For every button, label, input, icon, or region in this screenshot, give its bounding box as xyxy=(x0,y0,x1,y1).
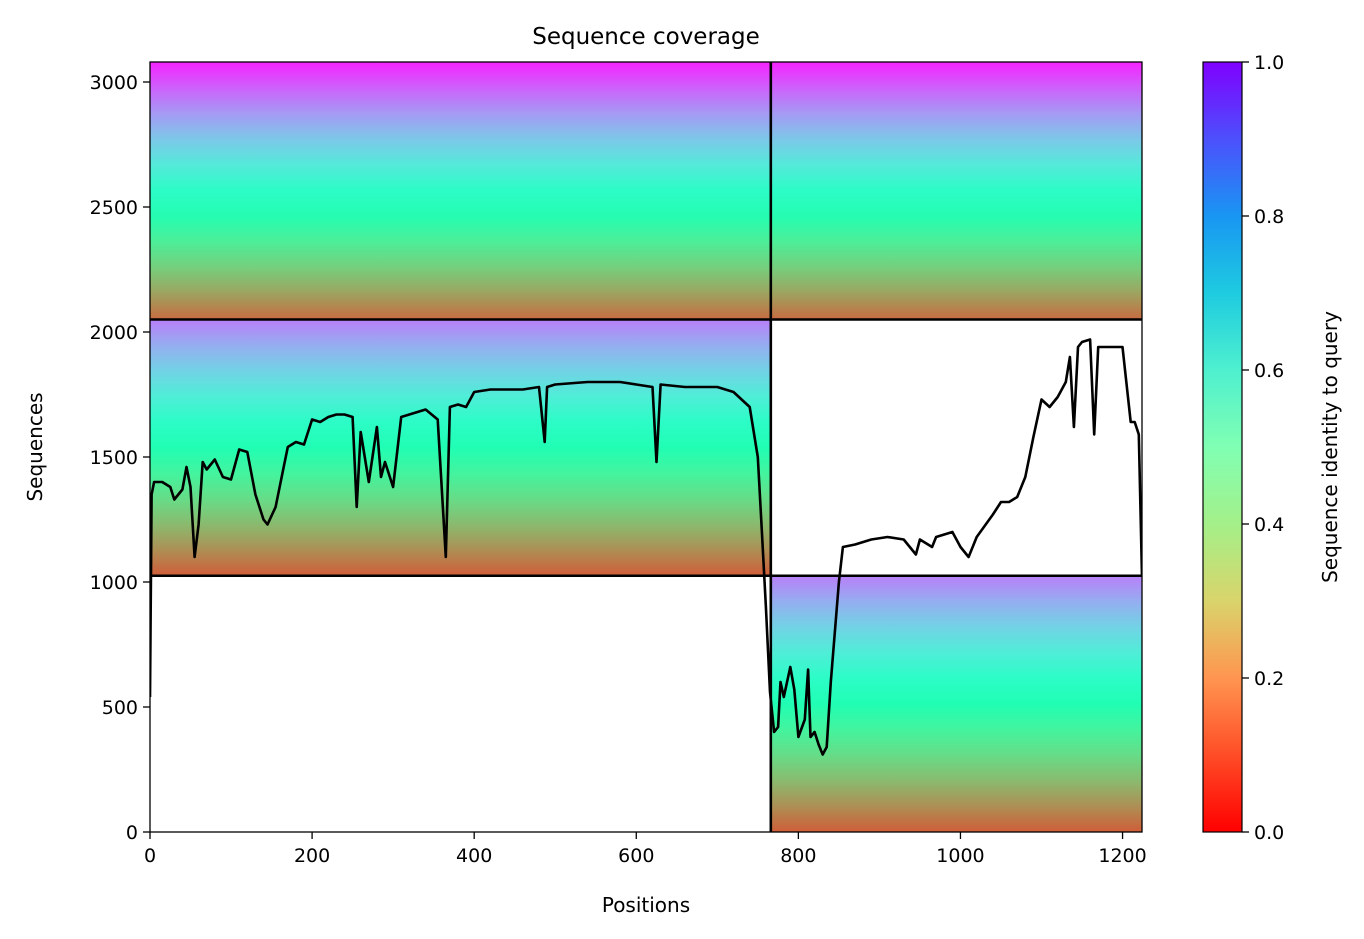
y-tick-label: 500 xyxy=(102,697,138,719)
y-tick-label: 1000 xyxy=(90,572,138,594)
coverage-block xyxy=(770,575,1142,832)
y-tick-label: 2000 xyxy=(90,322,138,344)
chart-title: Sequence coverage xyxy=(532,24,760,50)
coverage-line xyxy=(150,338,1142,756)
colorbar-ticks: 0.0 0.2 0.4 0.6 0.8 1.0 xyxy=(1242,52,1284,844)
x-tick-label: 1200 xyxy=(1098,845,1146,867)
colorbar-tick-label: 0.0 xyxy=(1254,822,1284,844)
coverage-block xyxy=(150,319,771,576)
colorbar-tick-label: 0.4 xyxy=(1254,514,1284,536)
x-tick-label: 800 xyxy=(780,845,816,867)
x-axis-ticks: 0 200 400 600 800 1000 1200 xyxy=(144,832,1147,867)
colorbar-label: Sequence identity to query xyxy=(1318,311,1342,583)
plot-frame xyxy=(149,61,1143,833)
x-tick-label: 400 xyxy=(456,845,492,867)
y-axis-label: Sequences xyxy=(23,392,47,501)
x-tick-label: 200 xyxy=(294,845,330,867)
coverage-block xyxy=(150,62,771,320)
coverage-blocks xyxy=(150,62,1142,832)
y-tick-label: 2500 xyxy=(90,197,138,219)
colorbar-tick-label: 1.0 xyxy=(1254,52,1284,74)
x-tick-label: 0 xyxy=(144,845,156,867)
x-tick-label: 600 xyxy=(618,845,654,867)
y-tick-label: 0 xyxy=(126,822,138,844)
colorbar-tick-label: 0.2 xyxy=(1254,668,1284,690)
x-axis-label: Positions xyxy=(602,893,690,917)
y-tick-label: 3000 xyxy=(90,72,138,94)
y-tick-label: 1500 xyxy=(90,447,138,469)
coverage-line-layer xyxy=(150,338,1142,756)
y-axis-ticks: 0 500 1000 1500 2000 2500 3000 xyxy=(90,72,150,844)
colorbar-tick-label: 0.8 xyxy=(1254,206,1284,228)
colorbar-tick-label: 0.6 xyxy=(1254,360,1284,382)
colorbar xyxy=(1202,61,1243,833)
coverage-block xyxy=(770,62,1142,320)
x-tick-label: 1000 xyxy=(936,845,984,867)
